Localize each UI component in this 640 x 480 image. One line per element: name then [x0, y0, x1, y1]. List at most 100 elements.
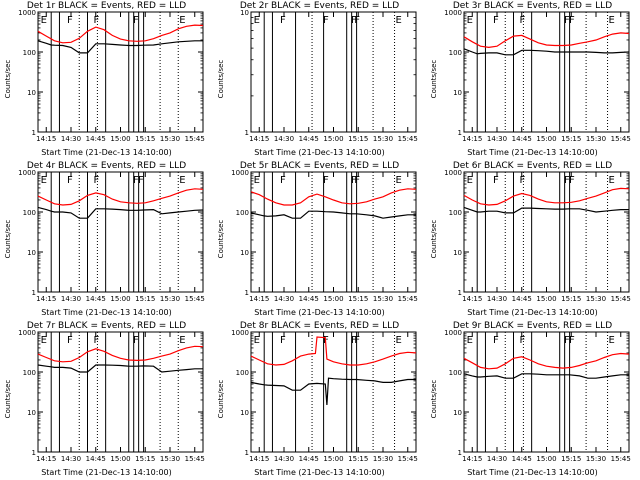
event-marker-label: E — [254, 175, 260, 186]
event-marker-label: E — [396, 175, 402, 186]
y-tick-label: 10 — [453, 249, 462, 257]
y-tick-label: 1 — [458, 449, 462, 457]
y-tick-label: 10 — [27, 409, 36, 417]
x-tick-label: 14:30 — [487, 135, 507, 143]
x-tick-label: 14:30 — [274, 135, 294, 143]
event-marker-label: F — [351, 15, 357, 26]
event-marker-label: F — [93, 335, 99, 346]
event-marker-label: E — [179, 335, 185, 346]
x-tick-label: 15:00 — [323, 135, 343, 143]
chart-title: Det 3r BLACK = Events, RED = LLD — [452, 1, 613, 11]
event-marker-label: F — [569, 335, 575, 346]
x-tick-label: 14:45 — [299, 135, 319, 143]
plot-frame — [250, 331, 417, 453]
series-line-events — [463, 206, 629, 214]
x-tick-label: 15:45 — [611, 295, 631, 303]
y-tick-label: 10 — [453, 89, 462, 97]
series-line-lld — [250, 188, 417, 206]
x-tick-label: 15:30 — [373, 455, 393, 463]
series-line-lld — [37, 188, 204, 206]
event-marker-label: F — [323, 15, 329, 26]
y-tick-label: 100 — [449, 49, 462, 57]
x-tick-label: 15:45 — [185, 135, 205, 143]
x-tick-label: 15:30 — [373, 295, 393, 303]
plot-frame — [250, 171, 417, 293]
x-tick-label: 15:00 — [110, 135, 130, 143]
x-tick-label: 15:45 — [611, 135, 631, 143]
x-tick-label: 14:15 — [462, 135, 482, 143]
x-tick-label: 14:30 — [61, 135, 81, 143]
event-marker-label: F — [93, 175, 99, 186]
chart-panel-det2r: Det 2r BLACK = Events, RED = LLD Counts/… — [213, 0, 426, 160]
chart-title: Det 8r BLACK = Events, RED = LLD — [239, 321, 400, 331]
plot-frame — [463, 331, 630, 453]
x-tick-label: 14:45 — [86, 135, 106, 143]
x-tick-label: 15:45 — [611, 455, 631, 463]
event-marker-label: E — [179, 175, 185, 186]
event-marker-label: F — [93, 15, 99, 26]
event-marker-label: E — [396, 15, 402, 26]
event-marker-label: E — [467, 15, 473, 26]
y-tick-label: 100 — [23, 369, 36, 377]
y-tick-label: 1000 — [444, 169, 462, 177]
event-marker-label: F — [354, 15, 360, 26]
series-line-events — [37, 40, 203, 54]
x-tick-label: 14:45 — [512, 455, 532, 463]
series-line-events — [37, 364, 203, 373]
x-tick-label: 14:15 — [36, 135, 56, 143]
x-tick-label: 15:15 — [561, 455, 581, 463]
chart-title: Det 4r BLACK = Events, RED = LLD — [26, 161, 187, 171]
event-marker-label: F — [564, 335, 570, 346]
x-axis-label: Start Time (21-Dec-13 14:10:00) — [254, 148, 385, 157]
y-tick-label: 100 — [23, 49, 36, 57]
x-tick-label: 15:00 — [323, 455, 343, 463]
x-tick-label: 15:15 — [135, 455, 155, 463]
event-marker-label: F — [133, 175, 139, 186]
series-line-events — [250, 210, 416, 219]
x-tick-label: 15:15 — [561, 295, 581, 303]
chart-panel-det5r: Det 5r BLACK = Events, RED = LLD Counts/… — [213, 160, 426, 320]
y-tick-label: 1 — [32, 289, 36, 297]
x-axis-label: Start Time (21-Dec-13 14:10:00) — [467, 308, 598, 317]
series-line-lld — [463, 32, 630, 49]
x-tick-label: 15:00 — [536, 295, 556, 303]
event-marker-label: F — [67, 15, 73, 26]
event-marker-label: F — [133, 15, 139, 26]
chart-plot-det5r: 1 10 100 1000 14:15 14:30 14:45 15:00 15:15 15:30… — [231, 169, 418, 303]
y-tick-label: 1 — [458, 289, 462, 297]
event-marker-label: F — [493, 175, 499, 186]
x-axis-label: Start Time (21-Dec-13 14:10:00) — [41, 148, 172, 157]
event-marker-label: F — [519, 335, 525, 346]
chart-plot-det2r: 1 10 14:15 14:30 14:45 15:00 15:15 15:30 15:45 E F… — [240, 9, 418, 143]
series-line-lld — [250, 336, 417, 366]
x-tick-label: 15:15 — [348, 455, 368, 463]
series-line-lld — [37, 24, 204, 44]
y-tick-label: 1000 — [18, 169, 36, 177]
event-marker-label: E — [41, 335, 47, 346]
x-axis-label: Start Time (21-Dec-13 14:10:00) — [467, 468, 598, 477]
event-marker-label: F — [564, 175, 570, 186]
x-tick-label: 15:15 — [135, 295, 155, 303]
x-tick-label: 15:15 — [561, 135, 581, 143]
x-tick-label: 15:45 — [185, 455, 205, 463]
x-axis-label: Start Time (21-Dec-13 14:10:00) — [254, 308, 385, 317]
y-tick-label: 100 — [449, 209, 462, 217]
event-marker-label: F — [280, 15, 286, 26]
x-tick-label: 14:30 — [274, 295, 294, 303]
event-marker-label: E — [467, 175, 473, 186]
y-tick-label: 1000 — [231, 169, 249, 177]
x-tick-label: 15:00 — [536, 135, 556, 143]
x-tick-label: 14:15 — [249, 455, 269, 463]
plot-frame — [250, 11, 417, 133]
x-tick-label: 14:30 — [61, 295, 81, 303]
event-marker-label: F — [569, 15, 575, 26]
x-tick-label: 14:30 — [487, 295, 507, 303]
x-tick-label: 15:00 — [536, 455, 556, 463]
chart-plot-det3r: 1 10 100 1000 14:15 14:30 14:45 15:00 15:15 15:30… — [444, 9, 631, 143]
event-marker-label: F — [519, 175, 525, 186]
series-line-lld — [37, 345, 204, 363]
y-tick-label: 1 — [245, 449, 249, 457]
x-tick-label: 15:30 — [160, 135, 180, 143]
plot-frame — [463, 11, 630, 133]
event-marker-label: F — [569, 175, 575, 186]
